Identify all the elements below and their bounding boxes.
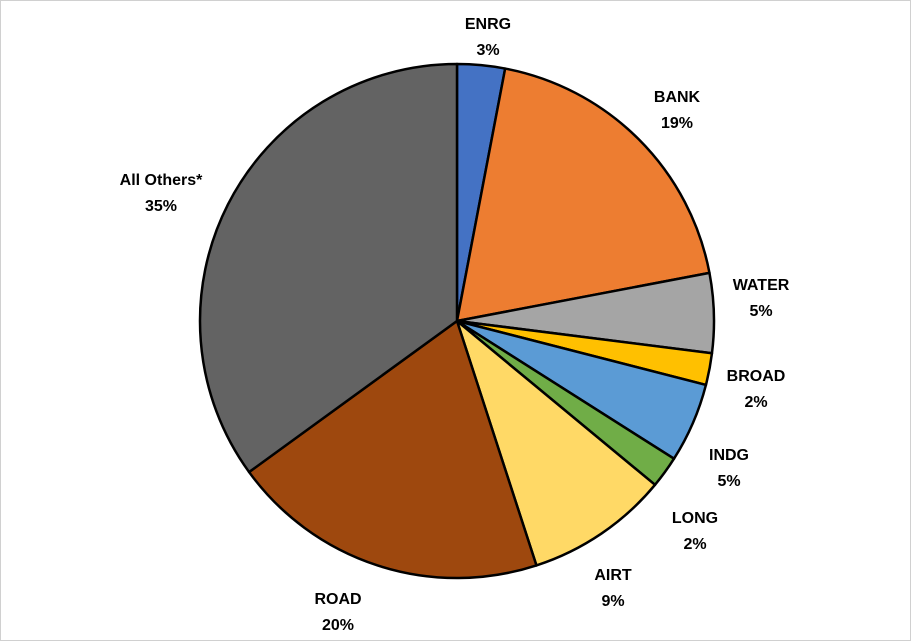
slice-percent-indg: 5% xyxy=(717,473,740,490)
pie-slices xyxy=(198,62,716,580)
slice-percent-road: 20% xyxy=(322,617,354,634)
pie-labels: ENRG 3% BANK 19% WATER 5% BROAD 2% INDG 5% LONG 2% A… xyxy=(120,16,790,634)
slice-name-enrg: ENRG xyxy=(465,16,511,33)
slice-percent-broad: 2% xyxy=(744,394,767,411)
slice-percent-airt: 9% xyxy=(601,593,624,610)
slice-name-airt: AIRT xyxy=(594,567,632,584)
pie-slice-road xyxy=(247,319,538,580)
slice-name-long: LONG xyxy=(672,510,718,527)
slice-percent-bank: 19% xyxy=(661,115,693,132)
slice-name-water: WATER xyxy=(733,277,790,294)
slice-name-road: ROAD xyxy=(314,591,361,608)
slice-percent-all-others: 35% xyxy=(145,198,177,215)
slice-name-indg: INDG xyxy=(709,447,749,464)
pie-slice-airt xyxy=(455,319,657,567)
slice-percent-water: 5% xyxy=(749,303,772,320)
slice-name-bank: BANK xyxy=(654,89,701,106)
slice-name-all-others: All Others* xyxy=(120,172,203,189)
pie-slice-all-others xyxy=(198,62,459,474)
slice-percent-long: 2% xyxy=(683,536,706,553)
slice-name-broad: BROAD xyxy=(727,368,786,385)
slice-percent-enrg: 3% xyxy=(476,42,499,59)
pie-slice-bank xyxy=(455,67,711,323)
